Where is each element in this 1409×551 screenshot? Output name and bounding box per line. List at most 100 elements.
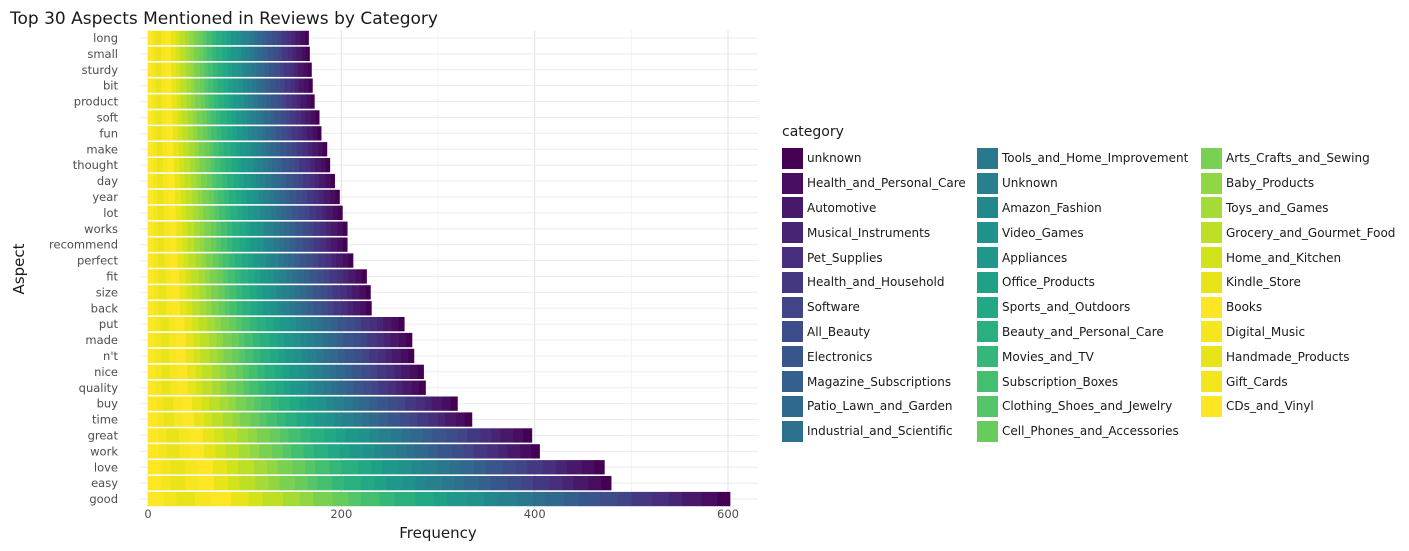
bar-segment [193, 332, 201, 348]
bar-segment [199, 62, 205, 77]
bar-segment [301, 316, 311, 332]
bar-segment [176, 348, 187, 364]
bar-segment [246, 110, 252, 125]
bar-segment [415, 396, 426, 411]
bar-segment [400, 348, 409, 364]
bar-segment [312, 285, 322, 300]
bar-segment [332, 205, 339, 221]
bar-segment [261, 94, 268, 109]
bar-segment [204, 269, 211, 284]
bar-segment [163, 396, 174, 411]
bar-segment [274, 62, 281, 77]
bar-segment [240, 30, 245, 46]
legend-item: CDs_and_Vinyl [1201, 394, 1401, 419]
bar-segment [348, 491, 362, 507]
bar-segment [229, 301, 238, 316]
bar-segment [250, 46, 256, 62]
bar-segment [349, 444, 364, 459]
bar-segment [249, 316, 257, 332]
bar-segment [253, 189, 259, 205]
bar-segment [243, 205, 249, 221]
bar-segment [183, 142, 190, 157]
bar-segment [202, 380, 213, 395]
bar-segment [160, 316, 170, 332]
bar-segment [199, 46, 204, 62]
bar-segment [192, 396, 202, 411]
bar-segment [221, 126, 228, 141]
bar-segment [153, 189, 158, 205]
bar-segment [207, 46, 213, 62]
bar-segment [397, 396, 406, 411]
bar-segment [244, 332, 254, 348]
bar-segment [309, 173, 316, 189]
bar-segment [234, 253, 243, 268]
bar-segment [262, 285, 271, 300]
bar-segment [251, 62, 257, 77]
bar-segment [243, 173, 251, 189]
bar-segment [223, 412, 233, 427]
bar-segment [236, 46, 242, 62]
legend-item: unknown [782, 146, 977, 171]
bar-segment [516, 460, 528, 475]
bar-segment [410, 428, 423, 443]
legend-swatch [977, 420, 998, 442]
bar-segment [214, 94, 219, 109]
bar-segment [230, 142, 237, 157]
bar-segment [161, 348, 170, 364]
bar-segment [259, 444, 273, 459]
bar-segment [244, 94, 249, 109]
bar-segment [279, 221, 285, 236]
bar-segment [224, 189, 230, 205]
bar-segment [296, 46, 302, 62]
bar-segment [223, 269, 229, 284]
bar-size [148, 285, 371, 300]
bar-segment [200, 173, 208, 189]
bar-segment [202, 189, 210, 205]
bar-segment [336, 428, 346, 443]
bar-segment [295, 285, 301, 300]
bar-segment [157, 221, 165, 236]
bar-segment [173, 142, 180, 157]
bar-segment [211, 30, 217, 46]
bar-segment [152, 46, 157, 62]
bar-segment [262, 30, 268, 46]
legend-item: Clothing_Shoes_and_Jewelry [977, 394, 1201, 419]
bar-segment [229, 285, 237, 300]
bar-segment [278, 46, 283, 62]
bar-good [148, 491, 731, 507]
bar-segment [347, 301, 354, 316]
bar-segment [211, 221, 217, 236]
bar-segment [284, 237, 291, 252]
bar-segment [305, 30, 309, 46]
bar-segment [177, 253, 184, 268]
bar-segment [249, 380, 259, 395]
bar-segment [204, 78, 209, 93]
bar-segment [182, 126, 189, 141]
bar-segment [449, 460, 461, 475]
bar-segment [267, 221, 275, 236]
bar-segment [362, 348, 370, 364]
bar-segment [230, 205, 238, 221]
bar-segment [344, 396, 353, 411]
bar-segment [172, 126, 179, 141]
bar-segment [231, 332, 240, 348]
bar-segment [214, 428, 225, 443]
bar-segment [231, 491, 250, 507]
bar-bit [148, 78, 313, 93]
bar-segment [313, 444, 329, 459]
bar-segment [295, 301, 301, 316]
bar-segment [148, 237, 154, 252]
bar-segment [422, 428, 433, 443]
bar-segment [304, 78, 310, 93]
bar-segment [158, 301, 167, 316]
bar-segment [266, 412, 278, 427]
bar-segment [305, 46, 310, 62]
bar-segment [250, 285, 258, 300]
legend-label: Video_Games [1002, 225, 1084, 240]
bar-segment [162, 142, 168, 157]
bar-segment [170, 460, 186, 475]
bar-segment [164, 253, 171, 268]
bar-segment [250, 412, 260, 427]
bar-segment [225, 205, 231, 221]
